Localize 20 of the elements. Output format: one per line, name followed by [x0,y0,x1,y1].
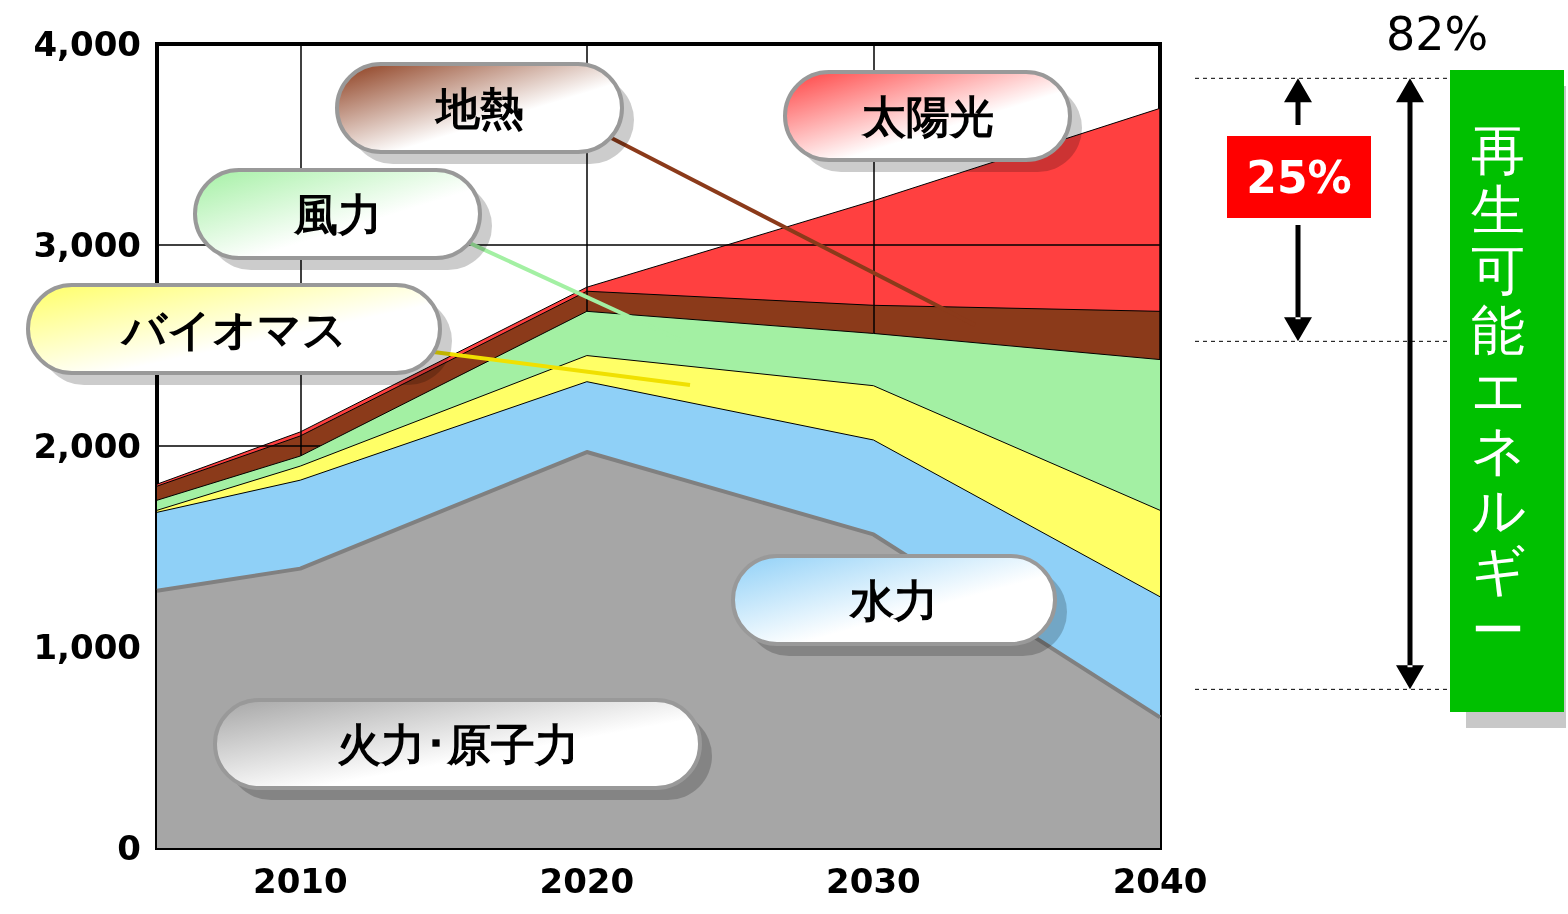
x-tick-label: 2010 [252,861,348,901]
x-tick-label: 2040 [1112,861,1208,901]
x-tick-label: 2030 [826,861,921,901]
callout: 太陽光 [783,70,1082,172]
y-tick-label: 3,000 [33,225,141,265]
series-label: 水力 [848,574,938,626]
x-tick-label: 2020 [539,861,635,901]
callout: バイオマス [26,283,691,387]
callout: 火力･原子力 [213,698,712,800]
y-tick-label: 2,000 [33,426,141,466]
callout: 水力 [731,554,1067,656]
series-label: バイオマス [119,303,347,355]
text: 再生可能エネルギー [1470,118,1526,662]
series-label: 火力･原子力 [336,718,579,770]
text: 25% [1246,151,1352,203]
text: 82% [1385,7,1489,61]
y-tick-label: 0 [117,828,141,868]
y-tick-label: 4,000 [33,24,141,64]
series-label: 太陽光 [859,90,994,142]
y-tick-label: 1,000 [33,627,141,667]
